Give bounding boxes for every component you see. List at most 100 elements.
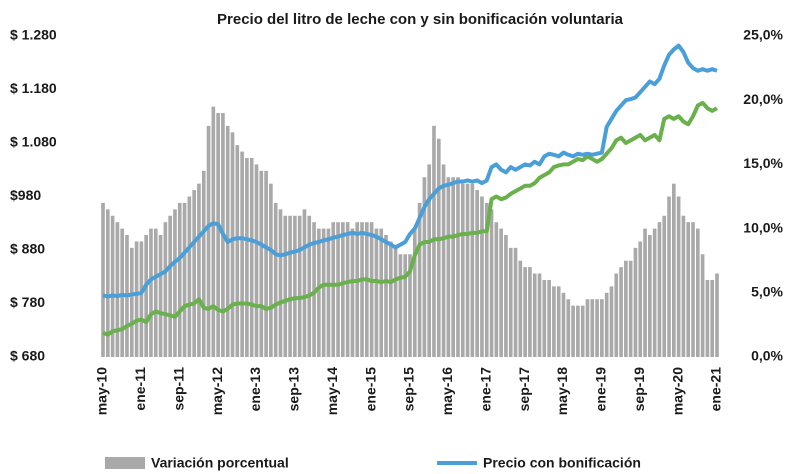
bar [163,222,168,357]
bar [192,190,196,357]
bar [388,241,393,357]
bar [403,254,408,357]
bar [523,267,527,357]
y-tick-label: $ 780 [10,294,45,310]
bar [398,254,403,357]
bar [484,202,489,357]
bar [326,228,331,357]
y-tick-label: $ 1.180 [10,80,57,96]
bar [547,279,551,357]
y-tick-label: $ 1.280 [10,27,57,43]
bar [384,235,388,357]
bar [648,235,652,357]
bar [144,235,148,357]
bar [341,222,345,357]
bar [657,222,662,357]
y-tick-label: $980 [10,187,41,203]
bar [302,209,307,357]
bar [580,305,585,357]
bar [264,170,268,357]
bar [633,247,638,357]
x-tick-label: ene-13 [247,367,263,412]
bar [475,190,479,357]
legend-label: Precio con bonificación [483,455,641,471]
x-tick-label: ene-17 [477,367,493,412]
y-tick-label: $ 880 [10,241,45,257]
y-tick-label: $ 680 [10,348,45,364]
bar [441,164,446,357]
bar [350,228,355,357]
bar [595,299,599,357]
bar [504,235,508,357]
bar [173,209,177,357]
bar [393,247,398,357]
bar [465,183,470,357]
bar [206,125,211,357]
bar [240,151,244,357]
bar [628,260,633,357]
bar [230,132,235,357]
x-tick-label: may-18 [554,367,570,415]
bar [129,247,134,357]
bar [307,215,312,357]
x-tick-label: sep-11 [170,367,186,411]
x-tick-label: may-16 [439,367,455,415]
bar [168,215,172,357]
bar [614,273,619,357]
bar [417,202,422,357]
bar [365,222,369,357]
bar [700,254,705,357]
bar [489,209,494,357]
bar [672,183,676,357]
bar [379,228,384,357]
bar [643,228,647,357]
bar [331,222,336,357]
x-tick-label: may-14 [324,367,340,415]
bar [182,202,187,357]
bar [158,235,163,357]
bar [662,215,667,357]
y2-tick-label: 20,0% [743,91,783,107]
bar [278,209,283,357]
line [102,43,718,299]
bar [686,222,691,357]
bar [532,273,537,357]
bar [695,228,700,357]
x-tick-label: may-10 [94,367,110,415]
bar [705,279,710,357]
bar [288,215,292,357]
x-tick-label: sep-15 [401,367,417,412]
bar [590,299,595,357]
bar [269,183,273,357]
y2-tick-label: 5,0% [751,284,783,300]
bar [456,177,460,357]
bar [216,113,220,357]
bar [691,222,695,357]
bar [422,177,427,357]
bar [528,267,532,357]
bar [537,273,542,357]
line [102,100,718,337]
bar [235,145,240,357]
bar [105,209,110,357]
bar [667,196,671,357]
y-tick-label: $ 1.080 [10,134,57,150]
bar [460,183,465,357]
bar [345,222,350,357]
bar [139,241,144,357]
bar [600,299,604,357]
bar [585,299,590,357]
x-tick-label: ene-21 [708,367,724,412]
bar [480,196,484,357]
bar [561,292,566,357]
bar [508,247,513,357]
x-tick-label: sep-17 [516,367,532,412]
bar [245,157,249,357]
bar [187,196,192,357]
bar [427,164,432,357]
bar [408,254,412,357]
bar [638,241,643,357]
bar [556,286,561,357]
bar [576,305,580,357]
bar [604,292,609,357]
